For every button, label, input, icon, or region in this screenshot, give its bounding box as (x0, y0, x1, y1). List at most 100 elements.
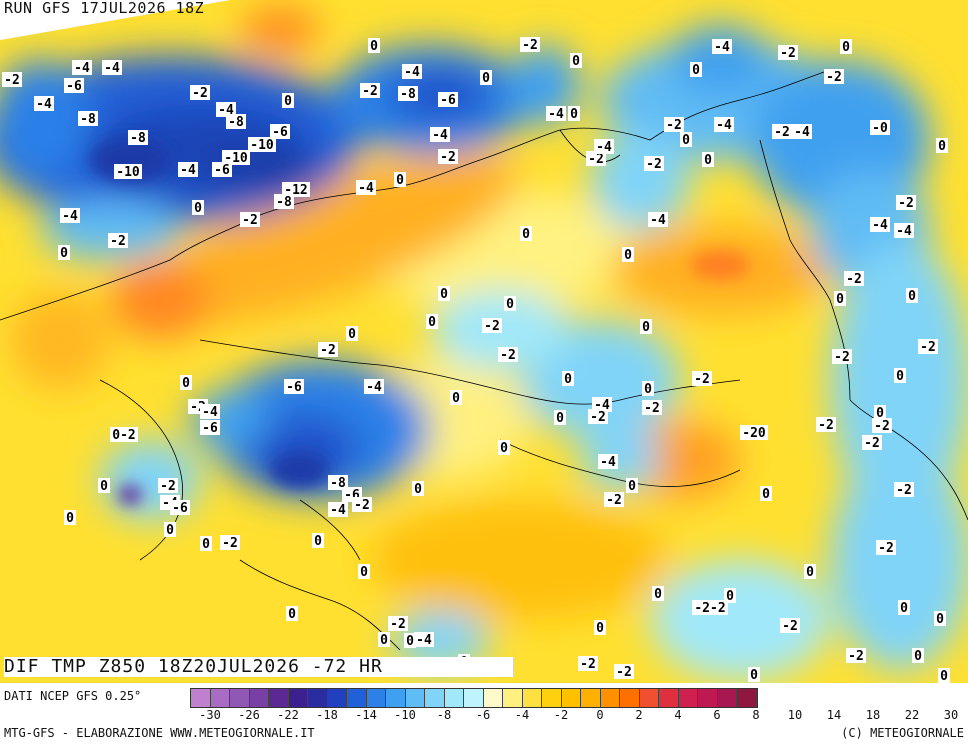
label-box (594, 139, 614, 154)
label-box (692, 371, 712, 386)
isotherm-value-label: -2 (878, 541, 894, 556)
isotherm-value-label: -4 (74, 61, 90, 76)
label-box (906, 288, 918, 303)
isotherm-value-label: 0 (806, 565, 814, 580)
isotherm-value-label: 0 (762, 487, 770, 502)
label-box (72, 60, 92, 75)
label-box (312, 533, 324, 548)
isotherm-value-label: 0 (940, 669, 948, 683)
label-box (702, 152, 714, 167)
label-box (414, 632, 434, 647)
color-scale-ticks: -30 -26 -22 -18 -14 -10 -8 -6 -4 -2 0 2 4 6 8 10 14 18 22 3… (190, 708, 968, 722)
isotherm-value-label: 0 (908, 289, 916, 304)
isotherm-value-label: 0 (314, 534, 322, 549)
label-box (178, 162, 198, 177)
scale-swatch (581, 689, 601, 707)
isotherm-value-label: 0 (482, 71, 490, 86)
label-box (438, 149, 458, 164)
label-box (498, 440, 510, 455)
label-box (622, 247, 634, 262)
isotherm-value-label: 0 (704, 153, 712, 168)
label-box (402, 64, 422, 79)
isotherm-value-label: 0 (572, 54, 580, 69)
scale-swatch (444, 689, 464, 707)
isotherm-value-label: -2 (898, 196, 914, 211)
isotherm-value-label: 0 (936, 612, 944, 627)
isotherm-value-label: 0 (370, 39, 378, 54)
isotherm-value-label: 0 (570, 107, 578, 122)
label-box (378, 632, 390, 647)
label-box (874, 405, 886, 420)
isotherm-value-label: 0 (596, 621, 604, 636)
label-box (498, 347, 518, 362)
isotherm-value-label: 0 (414, 482, 422, 497)
label-box (520, 37, 540, 52)
scale-swatch (210, 689, 230, 707)
isotherm-value-label: -2 (818, 418, 834, 433)
scale-swatch (386, 689, 406, 707)
label-box (328, 502, 348, 517)
isotherm-value-label: 0 (506, 297, 514, 312)
isotherm-value-label: -4 (596, 140, 612, 155)
label-box (934, 611, 946, 626)
isotherm-value-label: -2 (780, 46, 796, 61)
isotherm-value-label: -4 (716, 118, 732, 133)
field-blobs (0, 5, 968, 680)
label-box (912, 648, 924, 663)
scale-tick-label: -10 (394, 708, 416, 722)
label-box (98, 478, 110, 493)
scale-swatch (347, 689, 367, 707)
scale-tick-label: 22 (904, 708, 920, 722)
isotherm-value-label: 0 (556, 411, 564, 426)
scale-swatch (269, 689, 289, 707)
label-box (804, 564, 816, 579)
isotherm-value-label: 0 (938, 139, 946, 154)
isotherm-value-label: -2 (874, 419, 890, 434)
isotherm-value-label: 0 (406, 634, 414, 649)
isotherm-value-label: -2 (644, 401, 660, 416)
isotherm-value-label: -2 (440, 150, 456, 165)
label-box (212, 162, 232, 177)
label-box (894, 482, 914, 497)
label-box (760, 486, 772, 501)
label-box (604, 492, 624, 507)
label-box (894, 368, 906, 383)
isotherm-value-label: -2 (826, 70, 842, 85)
label-box (282, 182, 310, 197)
isotherm-value-label: 0 (642, 320, 650, 335)
label-box (554, 410, 566, 425)
isotherm-value-label: 0 (654, 587, 662, 602)
isotherm-value-label: -4 (548, 107, 564, 122)
isotherm-value-label: 0 (726, 589, 734, 604)
map-canvas: -2-4 -4-6-4-2-4-8 -8-6-8 -10-10-10 -4 -6-12-8… (0, 0, 968, 683)
isotherm-value-label: -4 (416, 633, 432, 648)
scale-swatch (366, 689, 386, 707)
isotherm-value-label: -4 (650, 213, 666, 228)
isotherm-value-label: -6 (172, 501, 188, 516)
isotherm-value-label: -4 (896, 224, 912, 239)
scale-tick-label: 30 (943, 708, 959, 722)
label-box (108, 233, 128, 248)
label-box (164, 522, 176, 537)
isotherm-value-label: -2 (484, 319, 500, 334)
scale-tick-label: -18 (316, 708, 338, 722)
scale-tick-label: -26 (238, 708, 260, 722)
label-box (128, 130, 148, 145)
label-box (102, 60, 122, 75)
label-box (824, 69, 844, 84)
isotherm-value-label: -6 (272, 125, 288, 140)
label-box (180, 375, 192, 390)
label-box (216, 102, 236, 117)
scale-tick-label: -14 (355, 708, 377, 722)
label-box (592, 397, 612, 412)
credit-right: (C) METEOGIORNALE (841, 726, 964, 740)
label-box (652, 586, 664, 601)
isotherm-value-label: 0 (396, 173, 404, 188)
label-box (64, 510, 76, 525)
label-box (898, 600, 910, 615)
isotherm-value-label: -2 (362, 84, 378, 99)
isotherm-value-label: 0 (100, 479, 108, 494)
isotherm-value-label: -2 (848, 649, 864, 664)
label-box (282, 93, 294, 108)
isotherm-value-label: -0 (872, 121, 888, 136)
